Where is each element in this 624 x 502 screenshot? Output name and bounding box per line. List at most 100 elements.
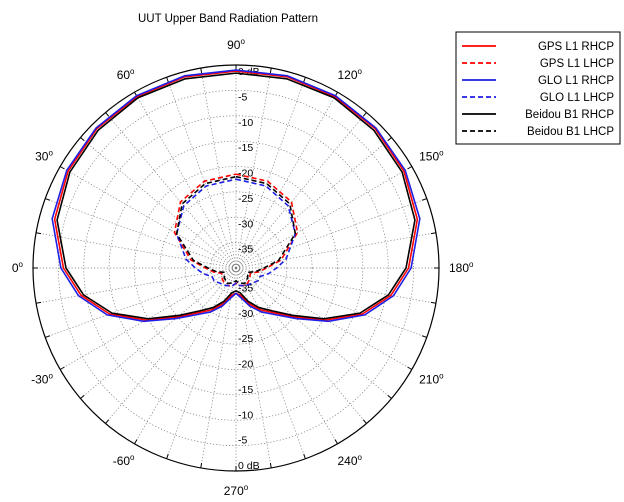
angle-tick	[387, 137, 392, 142]
grid-spoke	[235, 232, 436, 269]
angle-value: -30	[31, 373, 49, 387]
angle-tick	[334, 439, 338, 445]
radial-tick-label: -30	[238, 218, 253, 230]
grid-ring	[83, 115, 389, 421]
radial-tick-label: -20	[238, 359, 253, 371]
degree-mark: o	[240, 37, 245, 46]
angle-value: 0	[12, 261, 19, 275]
angle-tick	[59, 166, 65, 170]
angle-tick-label: -30o	[31, 372, 53, 387]
radial-tick-label: -5	[238, 435, 247, 447]
polar-grid	[32, 64, 440, 472]
angle-tick	[430, 301, 437, 304]
angle-value: 240	[338, 454, 358, 468]
angle-tick-label: 240o	[338, 453, 363, 468]
angle-tick-label: 0o	[12, 260, 24, 275]
radial-tick-label: -15	[238, 142, 253, 154]
grid-spoke	[80, 137, 237, 269]
radial-tick-label: -30	[238, 308, 253, 320]
legend-label: GLO L1 RHCP	[538, 75, 614, 87]
angle-tick	[45, 198, 51, 201]
grid-spoke	[166, 267, 237, 459]
grid-ring	[58, 90, 414, 446]
angle-tick	[166, 453, 169, 459]
grid-spoke	[235, 267, 367, 424]
radial-tick-label: -25	[238, 193, 253, 205]
degree-mark: o	[130, 453, 135, 462]
angle-tick	[362, 419, 367, 424]
radial-tick-labels: 0 dB0 dB-5-5-10-10-15-15-20-20-25-25-30-…	[238, 66, 260, 472]
radial-tick-label: 0 dB	[238, 460, 260, 472]
radial-tick-label: -35	[238, 244, 253, 256]
angle-value: 180	[449, 261, 469, 275]
angle-value: 30	[35, 150, 49, 164]
grid-spoke	[200, 68, 237, 269]
angle-tick	[80, 137, 85, 142]
grid-ring	[184, 216, 288, 320]
degree-mark: o	[48, 149, 53, 158]
degree-mark: o	[130, 67, 135, 76]
grid-ring	[159, 191, 313, 345]
angle-value: 270	[224, 484, 244, 498]
grid-spoke	[80, 267, 237, 399]
angle-value: 210	[419, 373, 439, 387]
legend-box	[455, 31, 621, 145]
angle-value: 60	[117, 68, 131, 82]
chart-title: UUT Upper Band Radiation Pattern	[138, 13, 318, 25]
radial-tick-label: -5	[238, 91, 247, 103]
angle-tick	[430, 232, 437, 235]
degree-mark: o	[439, 149, 444, 158]
radial-tick-label: -10	[238, 409, 253, 421]
angle-value: 150	[419, 150, 439, 164]
angle-tick-label: 60o	[117, 67, 135, 82]
degree-mark: o	[358, 67, 363, 76]
grid-spoke	[235, 112, 367, 269]
legend-label: Beidou B1 RHCP	[525, 109, 614, 121]
angle-tick	[362, 112, 367, 117]
angle-tick	[105, 419, 110, 424]
grid-spoke	[45, 267, 237, 338]
angle-tick-labels: 90o120o150o180o210o240o270o-60o-30o0o30o…	[12, 37, 474, 498]
angle-tick	[407, 366, 413, 370]
angle-tick-label: -60o	[113, 453, 135, 468]
grid-spoke	[45, 198, 237, 269]
series-glo-l1-rhcp	[51, 69, 421, 323]
grid-ring	[210, 242, 262, 294]
angle-tick-label: 270o	[224, 483, 249, 498]
degree-mark: o	[439, 372, 444, 381]
angle-tick	[303, 453, 306, 459]
grid-spoke	[134, 92, 237, 269]
grid-spoke	[235, 198, 427, 269]
angle-tick	[35, 232, 42, 235]
angle-tick	[105, 112, 110, 117]
legend-label: GPS L1 RHCP	[538, 41, 614, 53]
angle-tick	[269, 462, 272, 469]
grid-ring	[108, 140, 364, 396]
degree-mark: o	[244, 483, 249, 492]
angle-tick	[421, 198, 427, 201]
angle-tick	[134, 439, 138, 445]
series-glo-l1-lhcp	[175, 178, 297, 287]
radial-tick-label: -25	[238, 333, 253, 345]
angle-tick-label: 90o	[227, 37, 245, 52]
angle-tick	[80, 394, 85, 399]
angle-tick	[421, 335, 427, 338]
angle-tick	[45, 335, 51, 338]
angle-tick	[407, 166, 413, 170]
legend-label: Beidou B1 LHCP	[527, 126, 614, 138]
radial-tick-label: -10	[238, 117, 253, 129]
angle-tick-label: 180o	[449, 260, 474, 275]
grid-spoke	[60, 166, 237, 269]
radial-tick-label: -15	[238, 384, 253, 396]
angle-tick-label: 120o	[338, 67, 363, 82]
series-beidou-b1-lhcp	[175, 175, 297, 285]
angle-tick	[303, 77, 306, 83]
angle-value: 90	[227, 38, 241, 52]
degree-mark: o	[358, 453, 363, 462]
angle-tick-label: 210o	[419, 372, 444, 387]
angle-tick	[35, 301, 42, 304]
angle-tick-label: 30o	[35, 149, 53, 164]
legend-label: GPS L1 LHCP	[540, 58, 614, 70]
angle-tick	[269, 67, 272, 74]
